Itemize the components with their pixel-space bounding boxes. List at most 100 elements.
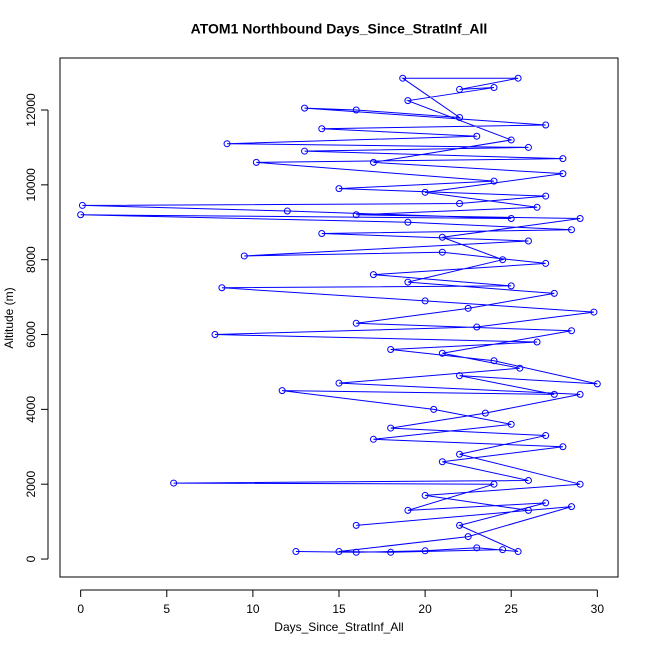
data-point <box>576 390 584 398</box>
data-point <box>430 405 438 413</box>
data-point <box>576 480 584 488</box>
data-point <box>335 185 343 193</box>
x-tick-label: 15 <box>332 602 346 616</box>
y-axis-label: Altitude (m) <box>2 287 16 348</box>
data-point <box>404 218 412 226</box>
data-point <box>516 364 524 372</box>
data-point <box>352 319 360 327</box>
data-point <box>456 450 464 458</box>
data-point <box>568 503 575 511</box>
data-point <box>352 521 360 529</box>
data-point <box>542 192 550 200</box>
data-point <box>292 548 300 556</box>
y-tick-label: 0 <box>24 555 38 562</box>
data-point <box>499 256 507 264</box>
data-point <box>421 491 429 499</box>
plot-frame <box>59 57 619 578</box>
data-point <box>318 125 326 133</box>
x-axis-label: Days_Since_StratInf_All <box>274 620 403 634</box>
y-tick-label: 10000 <box>24 168 38 202</box>
data-point <box>456 521 464 529</box>
data-point <box>335 548 343 556</box>
data-point <box>438 248 446 256</box>
data-point <box>473 132 481 140</box>
data-point <box>542 432 550 440</box>
data-point <box>490 357 498 365</box>
data-point <box>507 136 515 144</box>
data-point <box>335 379 343 387</box>
x-tick-label: 25 <box>505 602 519 616</box>
data-point <box>278 387 286 395</box>
data-point <box>352 106 360 114</box>
data-point <box>369 435 377 443</box>
data-point <box>514 548 522 556</box>
data-point <box>568 226 575 234</box>
x-tick-label: 5 <box>163 602 170 616</box>
y-tick-label: 6000 <box>24 321 38 348</box>
data-point <box>421 188 429 196</box>
data-point <box>481 409 489 417</box>
data-point <box>399 74 407 82</box>
data-point <box>593 380 601 388</box>
data-point <box>456 113 464 121</box>
data-point <box>524 476 532 484</box>
data-point <box>507 282 515 290</box>
data-point <box>464 533 472 541</box>
data-point <box>507 215 515 223</box>
data-point <box>568 327 575 335</box>
data-point <box>507 420 515 428</box>
data-point <box>490 480 498 488</box>
data-point <box>456 200 464 208</box>
data-point <box>369 271 377 279</box>
data-point <box>533 338 541 346</box>
data-point <box>438 233 446 241</box>
x-tick-label: 30 <box>591 602 605 616</box>
data-point <box>473 323 481 331</box>
data-point <box>590 308 598 316</box>
data-point <box>473 544 481 552</box>
data-point <box>318 229 326 237</box>
data-point <box>387 424 395 432</box>
data-point <box>404 97 412 105</box>
data-point <box>170 479 178 487</box>
data-point <box>524 506 532 514</box>
chart-title: ATOM1 Northbound Days_Since_StratInf_All <box>191 21 488 37</box>
data-point <box>576 215 584 223</box>
data-point <box>301 104 309 112</box>
data-point <box>524 143 532 151</box>
data-point <box>223 140 231 148</box>
data-point <box>369 158 377 166</box>
data-point <box>524 237 532 245</box>
data-point <box>499 546 507 554</box>
x-tick-label: 0 <box>77 602 84 616</box>
data-point <box>421 547 429 555</box>
data-point <box>301 147 309 155</box>
data-point <box>542 121 550 129</box>
data-point <box>387 345 395 353</box>
data-point <box>404 278 412 286</box>
y-tick-label: 12000 <box>24 93 38 127</box>
data-point <box>490 177 498 185</box>
data-point <box>542 499 550 507</box>
data-point <box>438 349 446 357</box>
data-point <box>387 548 395 556</box>
x-tick-label: 20 <box>418 602 432 616</box>
data-point <box>211 331 219 339</box>
data-point <box>559 170 567 178</box>
data-point <box>77 211 85 219</box>
data-point <box>550 289 558 297</box>
data-point <box>542 259 550 267</box>
data-point <box>464 304 472 312</box>
data-point <box>438 458 446 466</box>
data-point <box>533 203 541 211</box>
data-point <box>352 548 360 556</box>
data-point <box>240 252 248 260</box>
data-point <box>78 201 86 209</box>
data-point <box>550 390 558 398</box>
data-point <box>218 284 226 292</box>
data-point <box>514 74 522 82</box>
data-point <box>490 84 498 92</box>
data-point <box>559 443 567 451</box>
